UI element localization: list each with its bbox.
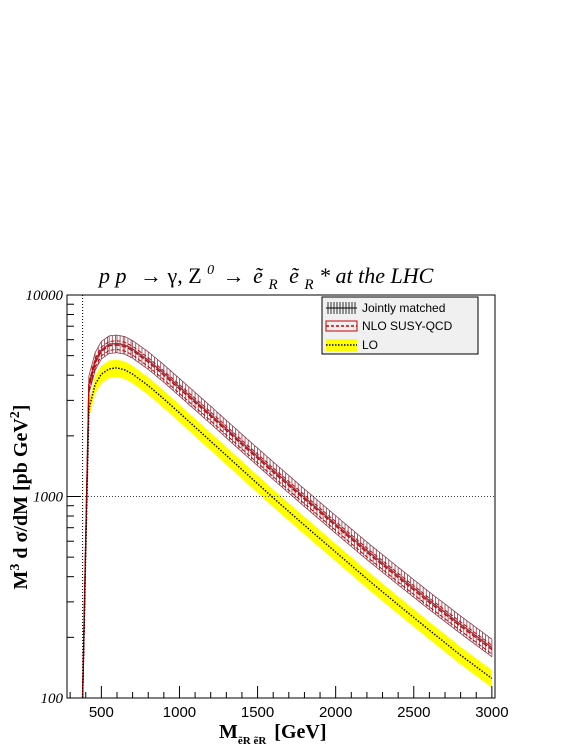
svg-text:M3 d σ/dM [pb GeV2]: M3 d σ/dM [pb GeV2] <box>8 405 32 590</box>
legend-label: LO <box>362 338 378 352</box>
nlo-edge-lo <box>82 348 493 698</box>
title-gamma-z: γ, Z <box>167 263 202 288</box>
xlabel-unit: [GeV] <box>274 721 326 743</box>
svg-text:p p → γ, Z 0: p p → γ, Z 0 → ẽ R ẽ R * at the LHC <box>97 254 434 294</box>
title-selectron-1: ẽ <box>253 263 264 288</box>
x-tick-label: 1000 <box>163 704 196 721</box>
legend-label: NLO SUSY-QCD <box>362 319 453 333</box>
y-tick-label: 100 <box>41 691 64 707</box>
xlabel-subscript: ẽR ẽR <box>238 735 267 747</box>
ylabel-close: ] <box>10 405 32 412</box>
chart-title: p p → γ, Z 0 → ẽ R ẽ R * at the LHC <box>97 254 434 294</box>
series-lo <box>81 367 493 698</box>
series-nlo-susy-qcd <box>81 344 493 698</box>
legend-item: LO <box>326 338 378 352</box>
title-z-superscript: 0 <box>207 263 214 278</box>
x-tick-label: 1500 <box>241 704 274 721</box>
title-pp: p p <box>97 263 127 288</box>
y-axis-ticks: 100 1000 10000 <box>26 288 81 707</box>
jm-band-edge-up <box>82 334 493 690</box>
data-lines <box>67 295 495 698</box>
y-tick-label: 10000 <box>26 288 64 304</box>
ylabel-dsigma: d σ/dM [pb GeV <box>10 418 32 564</box>
svg-text:MẽR ẽR[GeV]: MẽR ẽR [GeV] <box>219 721 327 747</box>
lo-band <box>82 359 492 698</box>
y-axis-label: M3 d σ/dM [pb GeV2] <box>8 405 32 590</box>
data-bands <box>82 334 493 698</box>
title-arrow-1: → <box>140 263 162 288</box>
ylabel-gev-sup: 2 <box>8 411 23 418</box>
nlo-edge-up <box>82 340 493 694</box>
x-tick-label: 2500 <box>397 704 430 721</box>
title-arrow-2: → <box>223 263 245 288</box>
jm-band-edge-lo <box>82 352 493 698</box>
legend-item: NLO SUSY-QCD <box>325 319 453 333</box>
x-tick-label: 3000 <box>475 704 508 721</box>
title-sub-r-2: R <box>303 277 313 293</box>
xlabel-m: M <box>219 721 238 743</box>
title-tail: * at the LHC <box>319 263 434 288</box>
y-tick-label: 1000 <box>33 490 64 506</box>
x-axis-ticks: 500 1000 1500 2000 2500 3000 <box>69 686 509 721</box>
legend: Jointly matched NLO SUSY-QCD LO <box>321 296 479 355</box>
title-selectron-2: ẽ <box>289 263 300 288</box>
x-axis-label: MẽR ẽR [GeV] <box>219 721 327 747</box>
ylabel-m-sup: 3 <box>8 564 23 571</box>
legend-item: Jointly matched <box>326 301 445 315</box>
title-sub-r-1: R <box>267 277 277 293</box>
legend-label: Jointly matched <box>362 301 445 315</box>
ylabel-m: M <box>10 570 32 589</box>
x-tick-label: 500 <box>89 704 114 721</box>
x-tick-label: 2000 <box>319 704 352 721</box>
series-jointly-matched <box>81 342 493 698</box>
